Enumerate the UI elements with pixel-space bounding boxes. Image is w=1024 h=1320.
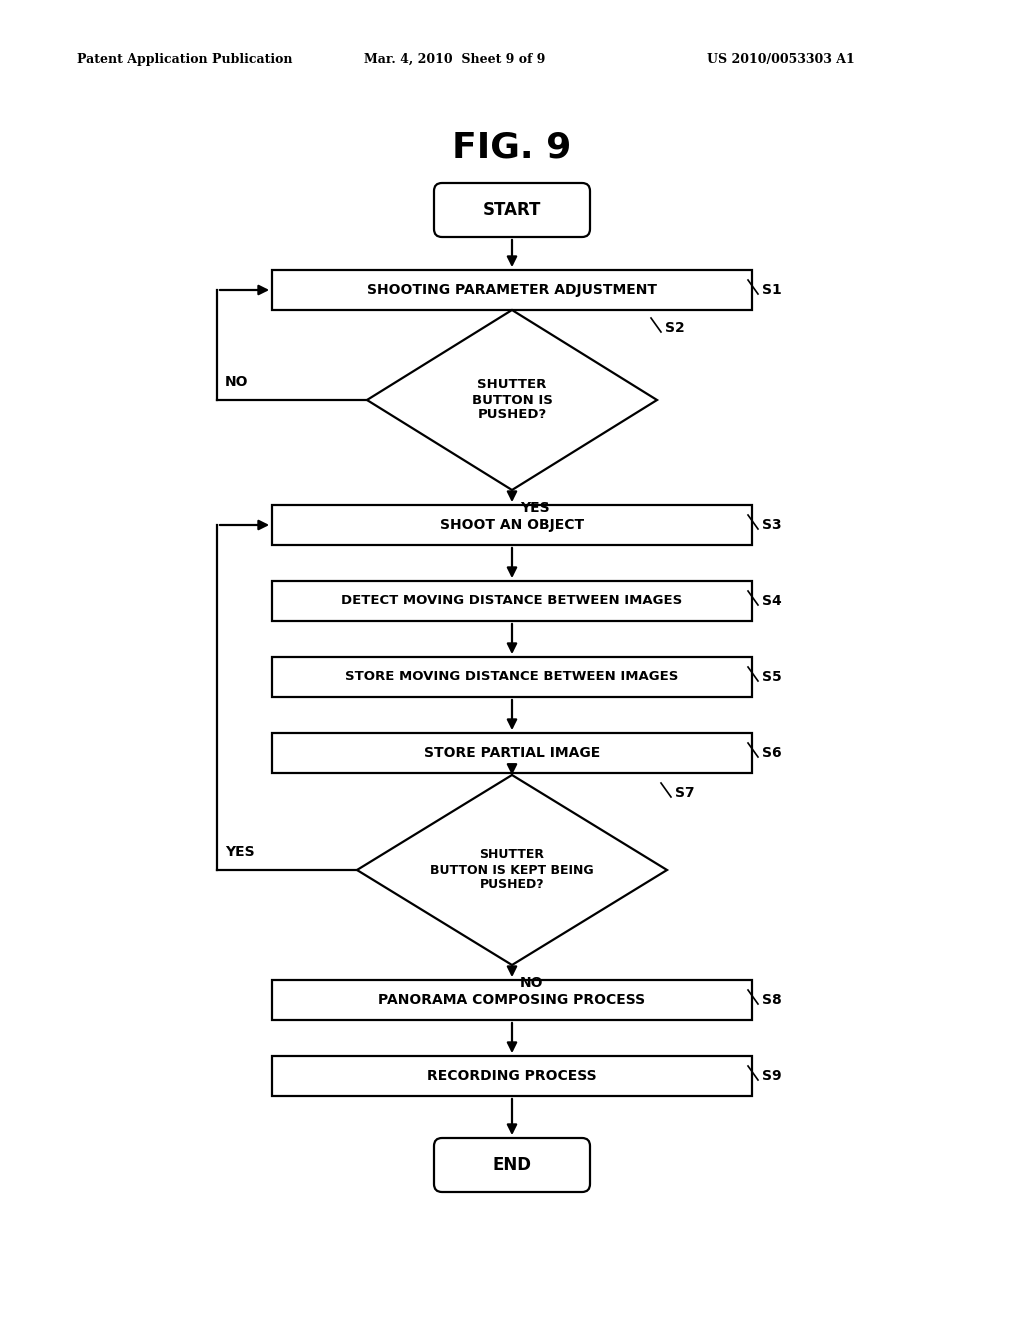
Text: S5: S5 xyxy=(762,671,781,684)
Text: SHOOTING PARAMETER ADJUSTMENT: SHOOTING PARAMETER ADJUSTMENT xyxy=(367,282,657,297)
Text: S3: S3 xyxy=(762,517,781,532)
Text: PANORAMA COMPOSING PROCESS: PANORAMA COMPOSING PROCESS xyxy=(379,993,645,1007)
Bar xyxy=(272,271,752,310)
Polygon shape xyxy=(357,775,667,965)
Polygon shape xyxy=(367,310,657,490)
Text: SHUTTER
BUTTON IS KEPT BEING
PUSHED?: SHUTTER BUTTON IS KEPT BEING PUSHED? xyxy=(430,849,594,891)
Text: START: START xyxy=(482,201,542,219)
FancyBboxPatch shape xyxy=(434,1138,590,1192)
Text: S9: S9 xyxy=(762,1069,781,1082)
Text: SHUTTER
BUTTON IS
PUSHED?: SHUTTER BUTTON IS PUSHED? xyxy=(472,379,552,421)
Text: S4: S4 xyxy=(762,594,781,609)
Text: END: END xyxy=(493,1156,531,1173)
Text: NO: NO xyxy=(225,375,249,389)
Text: NO: NO xyxy=(520,975,544,990)
Bar xyxy=(272,581,752,620)
Text: S8: S8 xyxy=(762,993,781,1007)
Text: S1: S1 xyxy=(762,282,781,297)
Text: S6: S6 xyxy=(762,746,781,760)
Text: Mar. 4, 2010  Sheet 9 of 9: Mar. 4, 2010 Sheet 9 of 9 xyxy=(364,53,545,66)
Text: RECORDING PROCESS: RECORDING PROCESS xyxy=(427,1069,597,1082)
Text: YES: YES xyxy=(520,502,550,515)
Text: FIG. 9: FIG. 9 xyxy=(453,131,571,165)
FancyBboxPatch shape xyxy=(434,183,590,238)
Text: STORE MOVING DISTANCE BETWEEN IMAGES: STORE MOVING DISTANCE BETWEEN IMAGES xyxy=(345,671,679,684)
Bar xyxy=(272,1056,752,1096)
Bar xyxy=(272,657,752,697)
Text: DETECT MOVING DISTANCE BETWEEN IMAGES: DETECT MOVING DISTANCE BETWEEN IMAGES xyxy=(341,594,683,607)
Bar xyxy=(272,733,752,774)
Text: US 2010/0053303 A1: US 2010/0053303 A1 xyxy=(707,53,854,66)
Text: S7: S7 xyxy=(675,785,694,800)
Bar xyxy=(272,979,752,1020)
Text: Patent Application Publication: Patent Application Publication xyxy=(77,53,292,66)
Text: STORE PARTIAL IMAGE: STORE PARTIAL IMAGE xyxy=(424,746,600,760)
Text: S2: S2 xyxy=(665,321,685,335)
Text: SHOOT AN OBJECT: SHOOT AN OBJECT xyxy=(440,517,584,532)
Bar xyxy=(272,506,752,545)
Text: YES: YES xyxy=(225,845,255,859)
